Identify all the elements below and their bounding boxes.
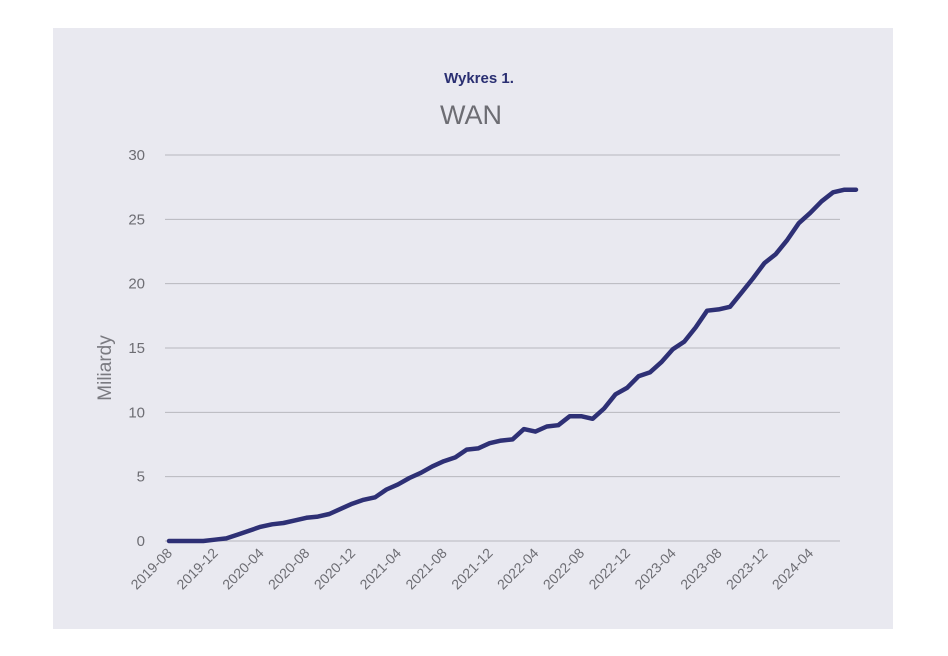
grid-lines [165, 154, 840, 542]
chart-title: WAN [440, 100, 502, 130]
y-tick-label: 30 [128, 147, 145, 164]
x-tick-label: 2024-04 [769, 545, 817, 593]
x-tick-label: 2021-04 [356, 545, 404, 593]
x-tick-label: 2019-12 [173, 545, 221, 593]
x-tick-label: 2023-12 [723, 545, 771, 593]
y-tick-label: 25 [128, 211, 145, 228]
x-tick-label: 2021-12 [448, 545, 496, 593]
x-tick-label: 2020-12 [311, 545, 359, 593]
chart-subtitle: Wykres 1. [444, 70, 514, 87]
y-tick-labels: 0 5 10 15 20 25 30 [128, 147, 145, 550]
series-layer [166, 187, 859, 544]
x-tick-label: 2022-08 [540, 545, 588, 593]
y-tick-label: 5 [137, 469, 145, 486]
x-tick-label: 2019-08 [127, 545, 175, 593]
x-tick-label: 2023-04 [631, 545, 679, 593]
x-tick-label: 2023-08 [677, 545, 725, 593]
x-tick-label: 2022-04 [494, 545, 542, 593]
x-tick-label: 2022-12 [585, 545, 633, 593]
x-tick-label: 2020-08 [265, 545, 313, 593]
series-line [166, 187, 859, 544]
x-tick-labels: 2019-082019-122020-042020-082020-122021-… [127, 545, 816, 593]
chart-panel: Wykres 1. WAN Miliardy 0 5 10 15 20 25 30 2019… [53, 28, 893, 629]
y-tick-label: 10 [128, 404, 145, 421]
chart: Wykres 1. WAN Miliardy 0 5 10 15 20 25 30 2019… [95, 70, 859, 593]
y-tick-label: 0 [137, 533, 145, 550]
y-axis-label: Miliardy [95, 335, 116, 401]
x-tick-label: 2020-04 [219, 545, 267, 593]
x-tick-label: 2021-08 [402, 545, 450, 593]
y-tick-label: 15 [128, 340, 145, 357]
y-tick-label: 20 [128, 276, 145, 293]
